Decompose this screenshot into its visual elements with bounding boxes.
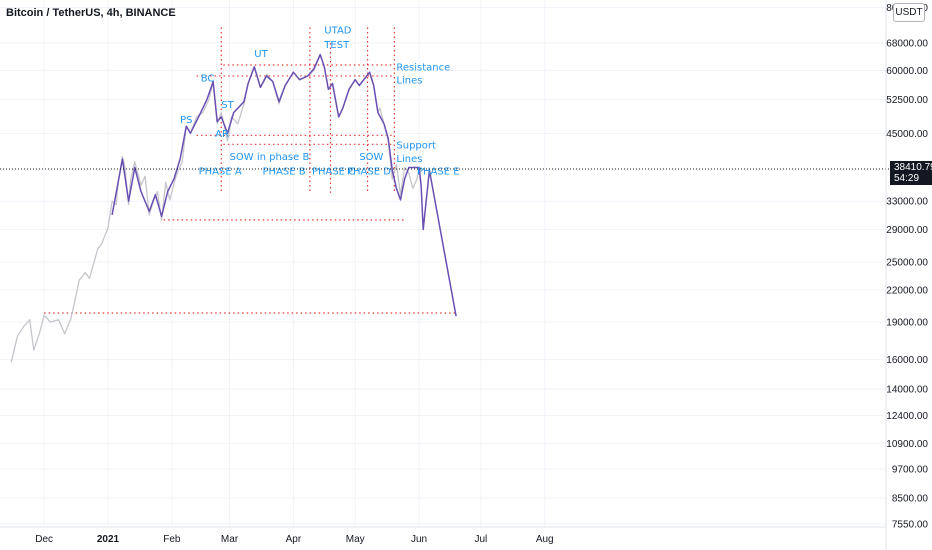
current-price-value: 38410.79 [894,162,932,173]
price-tick-label: 8500.00 [892,494,929,505]
price-series [10,53,457,363]
time-tick-label: Mar [221,534,239,545]
projection-line [111,53,457,317]
wyckoff-annotations: UTAD TEST UT Resistance Lines BC ST PS AR Support… [180,26,459,178]
time-tick-label: Apr [286,534,302,545]
price-tick-label: 68000.00 [886,39,928,50]
bar-countdown: 54:29 [894,173,920,184]
price-tick-label: 60000.00 [886,66,928,77]
price-tick-label: 12400.00 [886,411,928,422]
annotation-label: PHASE B [263,166,306,177]
annotation-label: PS [180,115,192,126]
current-price-badge: 38410.79 54:29 [890,161,932,185]
annotation-label: PHASE A [199,166,242,177]
time-tick-label: Jul [474,534,487,545]
symbol-title: Bitcoin / TetherUS, 4h, BINANCE [6,7,176,19]
currency-button[interactable]: USDT [893,3,925,22]
annotation-label: PHASE E [417,166,460,177]
annotation-label: UT [254,49,268,60]
annotation-label: TEST [323,40,350,51]
price-tick-label: 33000.00 [886,197,928,208]
annotation-label: Lines [396,154,422,165]
time-tick-label: 2021 [97,534,120,545]
annotation-label: AR [215,129,229,140]
price-tick-label: 22000.00 [886,285,928,296]
phase-divider-lines [220,27,395,193]
time-tick-label: Dec [35,534,53,545]
annotation-label: SOW [359,152,383,163]
price-tick-label: 29000.00 [886,225,928,236]
chart-grid [0,0,886,527]
price-axis[interactable]: 80000.0068000.0060000.0052500.0045000.00… [886,3,928,531]
price-tick-label: 14000.00 [886,384,928,395]
price-tick-label: 19000.00 [886,318,928,329]
annotation-label: Support [396,140,436,151]
annotation-label: BC [201,74,215,85]
price-tick-label: 16000.00 [886,355,928,366]
horizontal-level-lines [44,64,459,314]
annotation-label: SOW in phase B [230,152,310,163]
price-tick-label: 25000.00 [886,257,928,268]
price-tick-label: 7550.00 [892,519,929,530]
price-tick-label: 52500.00 [886,95,928,106]
price-tick-label: 9700.00 [892,465,929,476]
time-tick-label: May [346,534,365,545]
price-tick-label: 10900.00 [886,439,928,450]
annotation-label: PHASE D [347,166,391,177]
price-tick-label: 45000.00 [886,129,928,140]
annotation-label: PHASE C [312,166,355,177]
annotation-label: Lines [396,76,422,87]
time-axis[interactable]: Dec 2021 Feb Mar Apr May Jun Jul Aug [35,534,553,545]
annotation-label: ST [221,100,234,111]
annotation-label: Resistance [396,62,450,73]
time-tick-label: Aug [536,534,554,545]
time-tick-label: Feb [163,534,181,545]
time-tick-label: Jun [411,534,427,545]
annotation-label: UTAD [324,26,351,37]
